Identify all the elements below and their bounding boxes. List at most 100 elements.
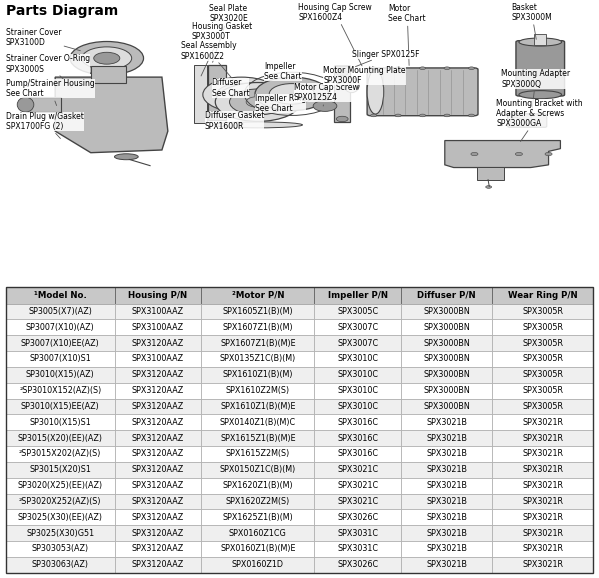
Bar xyxy=(314,541,401,557)
Bar xyxy=(208,65,226,120)
Text: SPX3021R: SPX3021R xyxy=(522,497,563,506)
Text: SPX3016C: SPX3016C xyxy=(337,434,378,443)
Bar xyxy=(401,509,492,525)
Polygon shape xyxy=(55,77,168,153)
Text: Impeller Ring
See Chart: Impeller Ring See Chart xyxy=(255,94,306,113)
Bar xyxy=(314,303,401,320)
Text: Pump/Strainer Housing
See Chart: Pump/Strainer Housing See Chart xyxy=(6,79,95,106)
Text: SPX3007C: SPX3007C xyxy=(337,323,378,332)
Text: SPX1607Z1(B)(M)E: SPX1607Z1(B)(M)E xyxy=(220,339,296,347)
Bar xyxy=(201,494,314,509)
Text: SPX3031C: SPX3031C xyxy=(337,544,378,554)
Text: SPX0150Z1C(B)(M): SPX0150Z1C(B)(M) xyxy=(220,465,296,475)
Bar xyxy=(401,446,492,462)
Circle shape xyxy=(336,116,348,121)
Bar xyxy=(6,430,114,446)
FancyBboxPatch shape xyxy=(367,68,478,116)
Text: Diffuser Gasket
SPX1600R: Diffuser Gasket SPX1600R xyxy=(205,112,264,131)
Text: SPX0160Z1D: SPX0160Z1D xyxy=(232,560,284,569)
Bar xyxy=(492,320,593,335)
Text: SPX1610Z2M(S): SPX1610Z2M(S) xyxy=(226,386,290,395)
Bar xyxy=(492,557,593,573)
Bar xyxy=(492,446,593,462)
Bar xyxy=(201,287,314,303)
Text: Impeller
See Chart: Impeller See Chart xyxy=(264,62,301,84)
Text: SPX3021R: SPX3021R xyxy=(522,560,563,569)
Text: SP303063(AZ): SP303063(AZ) xyxy=(32,560,89,569)
Text: SPX0160Z1CG: SPX0160Z1CG xyxy=(229,529,287,538)
Bar xyxy=(401,557,492,573)
Bar xyxy=(6,320,114,335)
Text: SPX0135Z1C(B)(M): SPX0135Z1C(B)(M) xyxy=(220,354,296,364)
Circle shape xyxy=(468,67,474,69)
Bar xyxy=(401,414,492,430)
Text: SPX3010C: SPX3010C xyxy=(337,354,378,364)
Bar xyxy=(114,446,201,462)
Bar xyxy=(492,494,593,509)
Bar xyxy=(114,351,201,367)
Text: SPX3021C: SPX3021C xyxy=(337,465,378,475)
Bar xyxy=(114,557,201,573)
Bar xyxy=(6,557,114,573)
Text: SP3010(X15)EE(AZ): SP3010(X15)EE(AZ) xyxy=(21,402,99,411)
Bar xyxy=(534,34,546,45)
Ellipse shape xyxy=(519,38,562,46)
Text: SPX3100AAZ: SPX3100AAZ xyxy=(132,354,184,364)
Text: Strainer Cover
SPX3100D: Strainer Cover SPX3100D xyxy=(6,28,80,51)
Text: SP3005(X7)(AZ): SP3005(X7)(AZ) xyxy=(28,307,92,316)
FancyBboxPatch shape xyxy=(516,40,565,96)
Bar xyxy=(201,557,314,573)
Text: SPX3000BN: SPX3000BN xyxy=(423,323,470,332)
Bar xyxy=(6,351,114,367)
Bar xyxy=(314,351,401,367)
Ellipse shape xyxy=(519,91,562,99)
Text: ²SP3015X202(AZ)(S): ²SP3015X202(AZ)(S) xyxy=(19,450,101,458)
Text: SP3007(X10)EE(AZ): SP3007(X10)EE(AZ) xyxy=(21,339,99,347)
Text: SPX3021C: SPX3021C xyxy=(337,497,378,506)
Circle shape xyxy=(203,77,280,112)
Text: ¹Model No.: ¹Model No. xyxy=(34,291,87,300)
Bar xyxy=(492,351,593,367)
Text: SPX3120AAZ: SPX3120AAZ xyxy=(132,465,184,475)
Bar xyxy=(6,494,114,509)
Text: Motor Mounting Plate
SPX3000F: Motor Mounting Plate SPX3000F xyxy=(323,66,406,86)
Bar xyxy=(401,351,492,367)
Circle shape xyxy=(229,89,286,115)
Text: SPX1620Z1(B)(M): SPX1620Z1(B)(M) xyxy=(222,481,293,490)
Text: SPX3021R: SPX3021R xyxy=(522,465,563,475)
FancyBboxPatch shape xyxy=(507,114,547,127)
Bar xyxy=(201,383,314,399)
Bar xyxy=(114,303,201,320)
Text: Basket
SPX3000M: Basket SPX3000M xyxy=(511,3,552,39)
Text: SPX3016C: SPX3016C xyxy=(337,450,378,458)
Bar xyxy=(314,557,401,573)
Text: SPX3000BN: SPX3000BN xyxy=(423,339,470,347)
Bar xyxy=(492,541,593,557)
Text: SPX3005R: SPX3005R xyxy=(522,370,563,379)
Bar xyxy=(201,303,314,320)
Text: Seal Plate
SPX3020E: Seal Plate SPX3020E xyxy=(210,4,248,62)
Bar xyxy=(201,367,314,383)
Text: Diffuser
See Chart: Diffuser See Chart xyxy=(211,78,249,98)
Text: Seal Assembly
SPX1600Z2: Seal Assembly SPX1600Z2 xyxy=(181,41,237,83)
Circle shape xyxy=(82,47,132,69)
Bar xyxy=(6,303,114,320)
Text: Strainer Cover O-Ring
SPX3000S: Strainer Cover O-Ring SPX3000S xyxy=(6,54,90,88)
Ellipse shape xyxy=(344,78,359,92)
Bar xyxy=(6,414,114,430)
Bar xyxy=(401,430,492,446)
Bar xyxy=(201,335,314,351)
Text: SP3020(X25)(EE)(AZ): SP3020(X25)(EE)(AZ) xyxy=(18,481,103,490)
Text: SP3025(X30)G51: SP3025(X30)G51 xyxy=(26,529,94,538)
Text: SPX3005R: SPX3005R xyxy=(522,323,563,332)
Text: SPX3120AAZ: SPX3120AAZ xyxy=(132,339,184,347)
Circle shape xyxy=(510,118,522,123)
Text: SPX1605Z1(B)(M): SPX1605Z1(B)(M) xyxy=(222,307,293,316)
Text: SP3025(X30)(EE)(AZ): SP3025(X30)(EE)(AZ) xyxy=(18,513,103,522)
Bar xyxy=(6,525,114,541)
Bar xyxy=(6,383,114,399)
Bar xyxy=(201,462,314,478)
Text: SPX3005R: SPX3005R xyxy=(522,307,563,316)
Bar xyxy=(401,462,492,478)
Bar xyxy=(492,414,593,430)
